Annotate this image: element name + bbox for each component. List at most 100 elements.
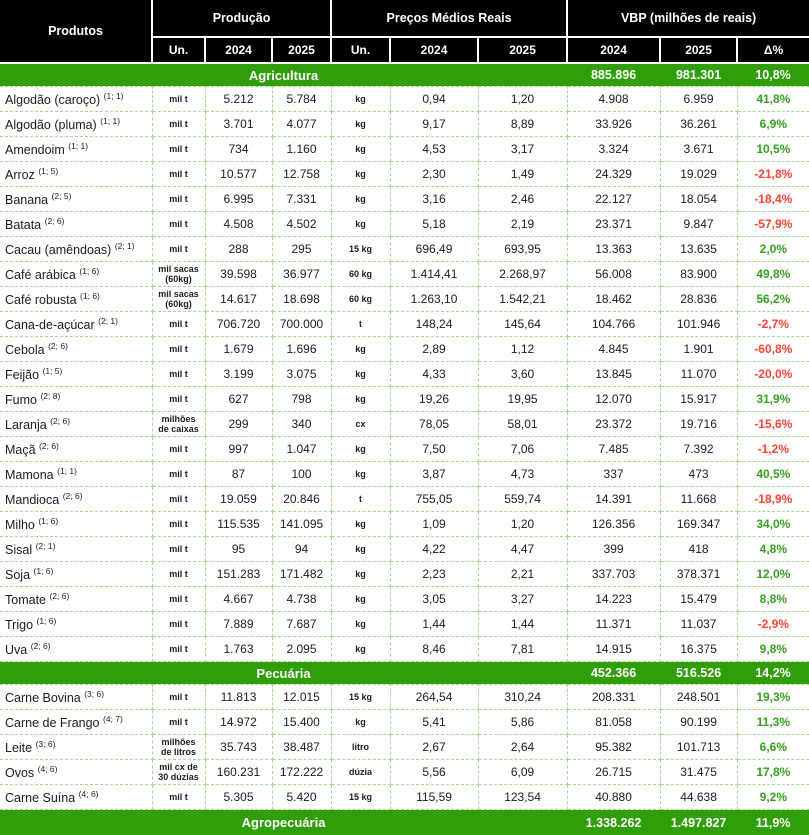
section-label: Agricultura (0, 63, 567, 87)
production-2024: 35.743 (205, 735, 272, 760)
vbp-2025: 6.959 (660, 87, 737, 112)
vbp-2025: 248.501 (660, 685, 737, 710)
vbp-2024: 126.356 (567, 512, 660, 537)
price-2024: 2,30 (390, 162, 478, 187)
price-2025: 1,12 (478, 337, 567, 362)
group-header-avg-prices: Preços Médios Reais (331, 0, 567, 37)
vbp-2025: 169.347 (660, 512, 737, 537)
delta-percent: -1,2% (737, 437, 809, 462)
price-unit: kg (331, 362, 390, 387)
production-2024: 19.059 (205, 487, 272, 512)
delta-percent: 49,8% (737, 262, 809, 287)
production-2024: 11.813 (205, 685, 272, 710)
production-2025: 295 (272, 237, 331, 262)
production-unit: mil t (152, 462, 205, 487)
price-2025: 1,20 (478, 87, 567, 112)
production-unit: mil t (152, 362, 205, 387)
vbp-2024: 104.766 (567, 312, 660, 337)
production-unit: milhões de caixas (152, 412, 205, 437)
product-name: Cacau (amêndoas) (2; 1) (0, 237, 152, 262)
production-2024: 1.679 (205, 337, 272, 362)
price-2024: 1.414,41 (390, 262, 478, 287)
vbp-2024: 56.008 (567, 262, 660, 287)
delta-percent: -60,8% (737, 337, 809, 362)
price-2025: 1,44 (478, 612, 567, 637)
production-2025: 18.698 (272, 287, 331, 312)
vbp-2024: 13.845 (567, 362, 660, 387)
product-name: Batata (2; 6) (0, 212, 152, 237)
footnote-reference: (1; 6) (37, 616, 57, 626)
production-2024: 5.305 (205, 785, 272, 810)
vbp-2024: 337.703 (567, 562, 660, 587)
price-unit: 60 kg (331, 287, 390, 312)
price-2025: 5,86 (478, 710, 567, 735)
price-unit: kg (331, 462, 390, 487)
price-2024: 2,89 (390, 337, 478, 362)
product-name: Café robusta (1; 6) (0, 287, 152, 312)
production-2024: 4.667 (205, 587, 272, 612)
production-unit: milhões de litros (152, 735, 205, 760)
price-unit: kg (331, 137, 390, 162)
price-2025: 3,27 (478, 587, 567, 612)
footnote-reference: (2; 6) (49, 591, 69, 601)
vbp-2025: 31.475 (660, 760, 737, 785)
delta-percent: 2,0% (737, 237, 809, 262)
footnote-reference: (4; 6) (38, 764, 58, 774)
product-name: Arroz (1; 5) (0, 162, 152, 187)
delta-percent: 31,9% (737, 387, 809, 412)
price-2024: 7,50 (390, 437, 478, 462)
product-name: Carne Suína (4; 6) (0, 785, 152, 810)
price-2025: 693,95 (478, 237, 567, 262)
vbp-2024: 337 (567, 462, 660, 487)
production-unit: mil t (152, 112, 205, 137)
vbp-2024: 14.391 (567, 487, 660, 512)
production-2025: 20.846 (272, 487, 331, 512)
footnote-reference: (3; 6) (36, 739, 56, 749)
vbp-2024: 7.485 (567, 437, 660, 462)
vbp-2024: 11.371 (567, 612, 660, 637)
price-2024: 19,26 (390, 387, 478, 412)
price-2024: 0,94 (390, 87, 478, 112)
production-unit: mil t (152, 685, 205, 710)
product-name: Sisal (2; 1) (0, 537, 152, 562)
production-2024: 3.701 (205, 112, 272, 137)
production-2025: 798 (272, 387, 331, 412)
price-2024: 4,53 (390, 137, 478, 162)
production-2025: 5.420 (272, 785, 331, 810)
vbp-2024: 13.363 (567, 237, 660, 262)
footnote-reference: (2; 1) (36, 541, 56, 551)
price-unit: kg (331, 512, 390, 537)
price-unit: dúzia (331, 760, 390, 785)
vbp-2025: 378.371 (660, 562, 737, 587)
delta-percent: 9,2% (737, 785, 809, 810)
vbp-2025: 9.847 (660, 212, 737, 237)
production-2024: 10.577 (205, 162, 272, 187)
price-unit: t (331, 487, 390, 512)
delta-percent: -2,9% (737, 612, 809, 637)
production-unit: mil sacas (60kg) (152, 287, 205, 312)
production-2024: 7.889 (205, 612, 272, 637)
footnote-reference: (2; 6) (31, 641, 51, 651)
production-2024: 160.231 (205, 760, 272, 785)
section-vbp-2024: 452.366 (567, 662, 660, 685)
price-2024: 78,05 (390, 412, 478, 437)
footnote-reference: (1; 5) (43, 366, 63, 376)
product-row: Café robusta (1; 6)mil sacas (60kg)14.61… (0, 287, 809, 312)
footnote-reference: (1; 5) (38, 166, 58, 176)
price-unit: kg (331, 637, 390, 662)
production-2025: 1.047 (272, 437, 331, 462)
price-unit: kg (331, 437, 390, 462)
product-name: Tomate (2; 6) (0, 587, 152, 612)
